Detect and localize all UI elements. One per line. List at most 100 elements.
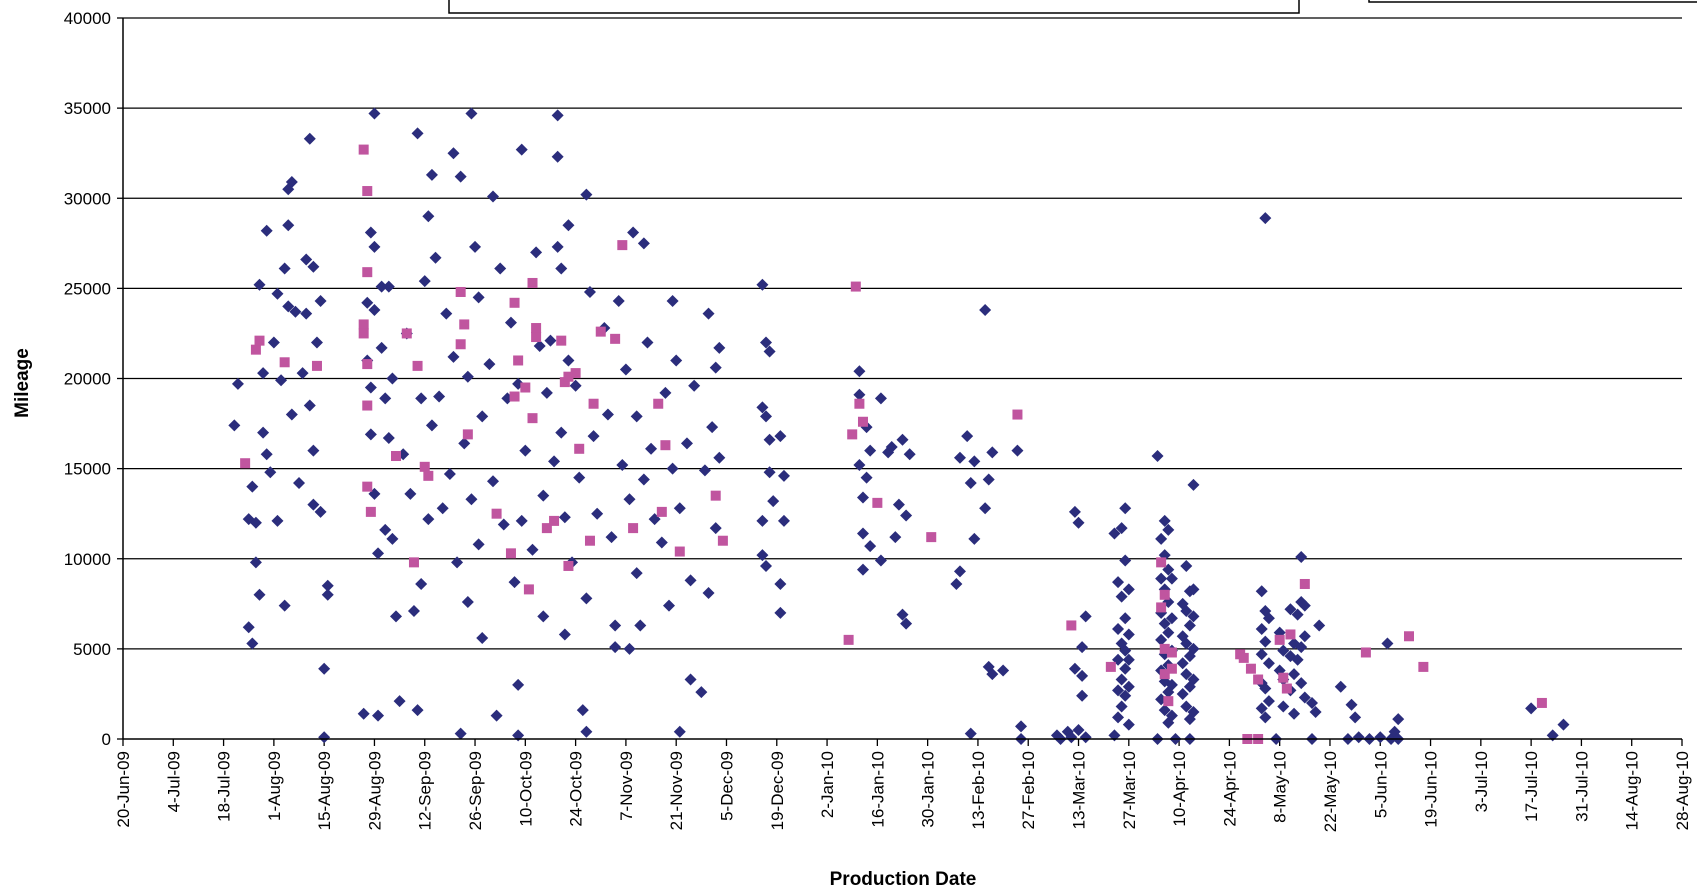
data-point-diamond [307,498,320,511]
data-point-diamond [1158,704,1171,717]
data-point-diamond [293,477,306,490]
data-point-diamond [856,491,869,504]
data-point-diamond [702,586,715,599]
data-point-diamond [1525,702,1538,715]
data-point-square [455,286,466,297]
data-point-diamond [425,168,438,181]
data-point-square [1105,661,1116,672]
data-point-diamond [540,386,553,399]
data-point-diamond [454,727,467,740]
data-point-diamond [756,278,769,291]
data-point-diamond [372,547,385,560]
data-point-diamond [515,514,528,527]
data-point-diamond [777,514,790,527]
data-point-diamond [968,455,981,468]
data-point-diamond [580,725,593,738]
x-tick-label: 31-Jul-10 [1572,751,1591,822]
data-point-square [408,557,419,568]
data-point-diamond [544,334,557,347]
data-point-diamond [368,240,381,253]
data-point-diamond [580,188,593,201]
legend-box [448,0,1300,14]
data-point-square [556,335,567,346]
data-point-diamond [486,475,499,488]
data-point-square [1159,669,1170,680]
y-tick-label: 25000 [64,279,111,298]
x-axis-title: Production Date [830,869,977,890]
data-point-diamond [307,444,320,457]
gridlines [123,17,1682,650]
data-point-diamond [1122,718,1135,731]
data-point-diamond [418,275,431,288]
data-point-diamond [953,451,966,464]
data-point-diamond [278,599,291,612]
data-point-diamond [961,430,974,443]
y-tick-label: 20000 [64,370,111,389]
data-point-diamond [968,532,981,545]
data-point-square [1159,643,1170,654]
data-point-diamond [390,610,403,623]
data-point-diamond [357,707,370,720]
data-point-diamond [275,374,288,387]
data-point-diamond [1112,623,1125,636]
data-point-diamond [379,392,392,405]
x-tick-label: 28-Aug-10 [1673,751,1692,830]
data-point-diamond [1187,583,1200,596]
data-point-diamond [702,307,715,320]
data-point-diamond [1374,731,1387,744]
data-point-diamond [1112,684,1125,697]
data-point-diamond [1112,576,1125,589]
data-point-diamond [382,431,395,444]
data-point-diamond [483,358,496,371]
data-point-square [850,281,861,292]
data-point-diamond [767,495,780,508]
data-point-diamond [257,426,270,439]
data-point-diamond [1187,610,1200,623]
x-tick-label: 27-Mar-10 [1120,751,1139,829]
x-tick-label: 10-Oct-09 [516,751,535,827]
data-point-diamond [1187,705,1200,718]
data-point-diamond [573,471,586,484]
data-point-diamond [979,304,992,317]
data-point-diamond [1115,590,1128,603]
data-point-diamond [1259,635,1272,648]
data-point-diamond [472,291,485,304]
data-point-diamond [763,466,776,479]
data-point-diamond [756,514,769,527]
data-point-diamond [864,540,877,553]
data-point-diamond [469,240,482,253]
data-point-diamond [688,379,701,392]
data-point-diamond [1313,619,1326,632]
y-axis-ticks: 0 5000 10000 15000 20000 25000 30000 35000 40000 [64,9,123,749]
x-tick-label: 20-Jun-09 [114,751,133,828]
data-point-diamond [997,664,1010,677]
data-point-diamond [530,246,543,259]
x-tick-label: 8-May-10 [1271,751,1290,823]
data-point-diamond [591,507,604,520]
data-point-square [857,416,868,427]
data-point-diamond [429,251,442,264]
data-point-diamond [242,621,255,634]
data-point-square [423,470,434,481]
data-point-diamond [458,437,471,450]
data-point-diamond [253,588,266,601]
data-point-square [541,523,552,534]
x-tick-label: 21-Nov-09 [667,751,686,830]
data-point-diamond [1068,505,1081,518]
data-point-diamond [282,300,295,313]
data-point-diamond [440,307,453,320]
data-point-square [854,398,865,409]
data-point-diamond [655,536,668,549]
y-tick-label: 35000 [64,99,111,118]
x-tick-label: 13-Feb-10 [969,751,988,829]
data-point-diamond [1262,657,1275,670]
data-point-diamond [695,686,708,699]
data-point-diamond [1115,700,1128,713]
data-point-diamond [759,336,772,349]
data-point-square [527,277,538,288]
data-point-diamond [1079,610,1092,623]
data-point-diamond [1065,731,1078,744]
data-point-diamond [264,466,277,479]
data-point-diamond [364,381,377,394]
data-point-diamond [386,532,399,545]
